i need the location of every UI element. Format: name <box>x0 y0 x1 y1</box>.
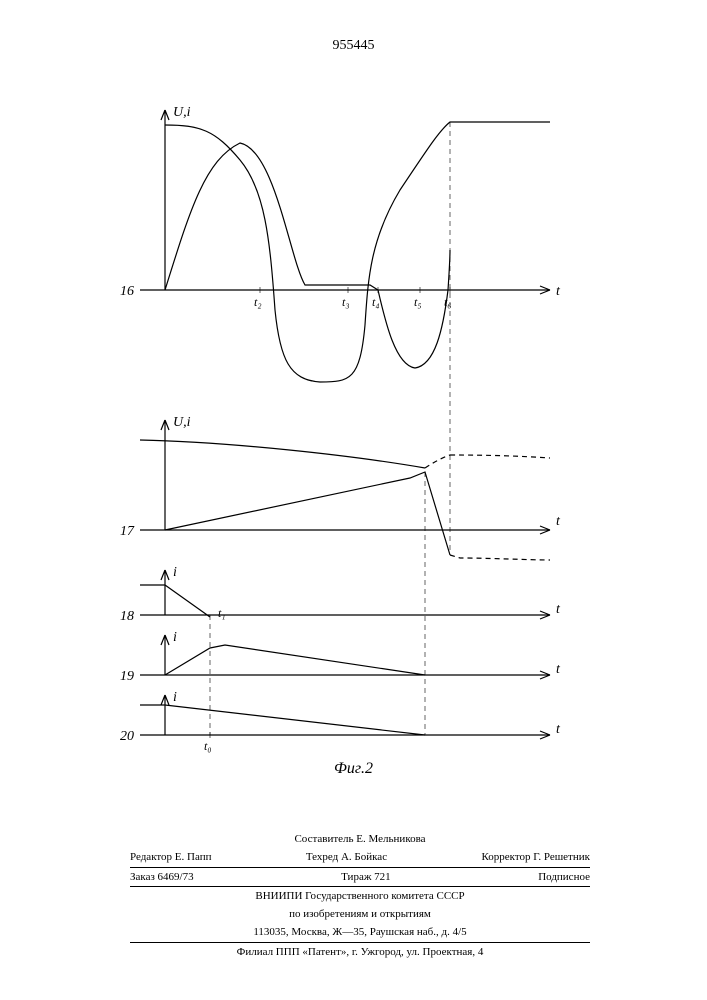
svg-text:t: t <box>556 514 561 529</box>
org-line-2: по изобретениям и открытиям <box>130 905 590 923</box>
svg-text:t₀: t₀ <box>204 739 212 753</box>
colophon: Составитель Е. Мельникова Редактор Е. Па… <box>130 830 590 961</box>
svg-text:t: t <box>556 722 561 737</box>
subscription: Подписное <box>538 870 590 884</box>
svg-text:i: i <box>173 630 177 645</box>
svg-text:18: 18 <box>120 609 134 624</box>
svg-text:19: 19 <box>120 669 134 684</box>
order-number: Заказ 6469/73 <box>130 870 194 884</box>
credits-line: Редактор Е. Папп Техред А. Бойкас Коррек… <box>130 848 590 867</box>
address-1: 113035, Москва, Ж—35, Раушская наб., д. … <box>130 923 590 942</box>
svg-text:t: t <box>556 284 561 299</box>
svg-text:t: t <box>556 662 561 677</box>
svg-text:U,i: U,i <box>173 105 191 120</box>
svg-text:t₅: t₅ <box>414 295 422 309</box>
address-2: Филиал ППП «Патент», г. Ужгород, ул. Про… <box>130 943 590 961</box>
svg-text:t₆: t₆ <box>444 295 452 309</box>
print-line: Заказ 6469/73 Тираж 721 Подписное <box>130 868 590 887</box>
svg-text:t₃: t₃ <box>342 295 350 309</box>
page-number: 955445 <box>333 38 375 54</box>
svg-text:U,i: U,i <box>173 415 191 430</box>
org-line-1: ВНИИПИ Государственного комитета СССР <box>130 887 590 905</box>
svg-text:20: 20 <box>120 729 134 744</box>
tirage: Тираж 721 <box>341 870 391 884</box>
editor: Редактор Е. Папп <box>130 850 211 864</box>
figure-caption: Фиг.2 <box>334 760 373 778</box>
svg-text:t₁: t₁ <box>218 606 226 620</box>
svg-text:i: i <box>173 690 177 705</box>
svg-text:t: t <box>556 602 561 617</box>
svg-text:17: 17 <box>120 524 135 539</box>
svg-text:i: i <box>173 565 177 580</box>
svg-text:t₄: t₄ <box>372 295 380 309</box>
svg-text:16: 16 <box>120 284 134 299</box>
compiler-line: Составитель Е. Мельникова <box>130 830 590 848</box>
svg-text:t₂: t₂ <box>254 295 262 309</box>
techred: Техред А. Бойкас <box>306 850 387 864</box>
figure-2: U,it16t₂t₃t₄t₅t₆U,it17it18t₁it19it20t₀ <box>110 110 590 750</box>
corrector: Корректор Г. Решетник <box>481 850 590 864</box>
